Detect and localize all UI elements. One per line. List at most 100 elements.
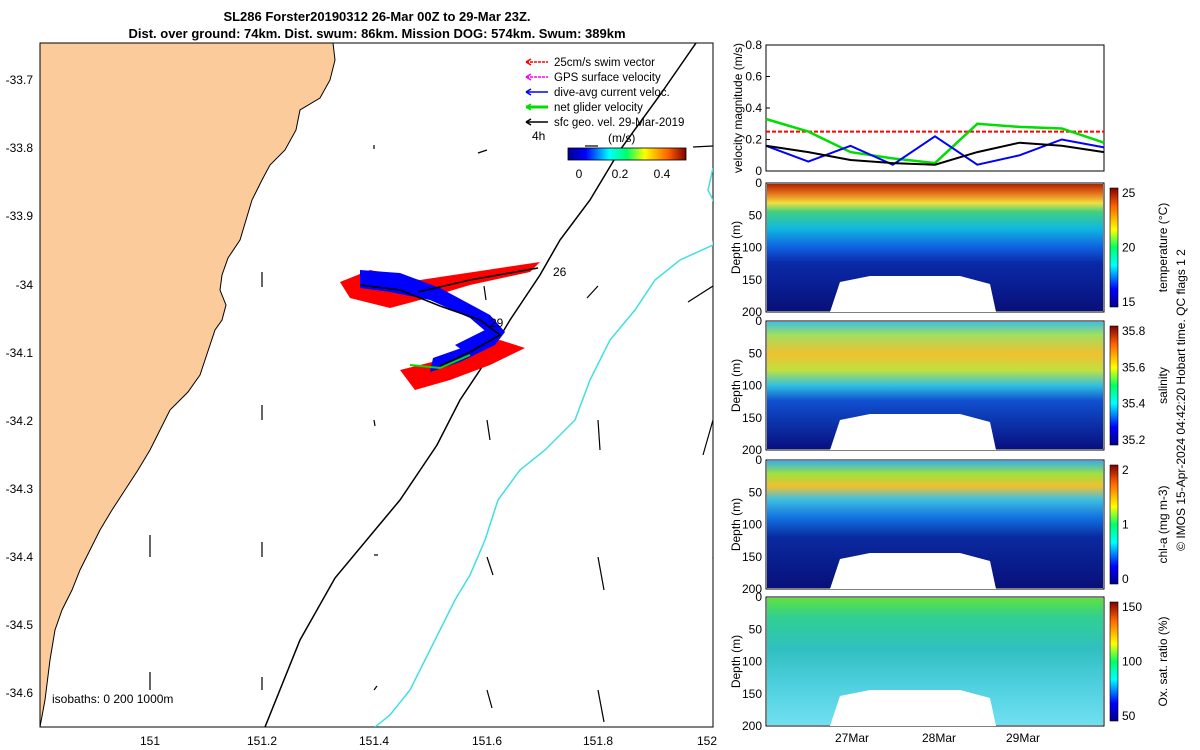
- map-panel: 26 29 isobaths: 0 200 1000m -33.7 -33.8 …: [6, 42, 717, 748]
- geo-arrow: [477, 149, 488, 154]
- map-y-tick: -34.1: [6, 346, 34, 360]
- map-legend: 25cm/s swim vector GPS surface velocity di…: [525, 57, 687, 181]
- time-tick-29mar: 29Mar: [1006, 731, 1040, 745]
- isobath-label: isobaths: 0 200 1000m: [52, 692, 173, 706]
- section-colorbar: [1109, 187, 1119, 308]
- map-y-tick: -34.4: [6, 550, 34, 564]
- section-colorbar: [1109, 325, 1119, 446]
- legend-item-net: net glider velocity: [525, 102, 643, 114]
- colorbar-tick: 0.4: [654, 167, 671, 181]
- no-data-mask: [830, 276, 996, 312]
- interval-label: 4h: [532, 129, 545, 143]
- geo-arrow: [373, 419, 376, 427]
- geo-arrow: [483, 285, 487, 301]
- colorbar-tick: 2: [1122, 463, 1129, 477]
- no-data-mask: [830, 414, 996, 450]
- legend-item-gps: GPS surface velocity: [525, 72, 661, 84]
- depth-tick: 0: [755, 453, 762, 467]
- depth-tick: 150: [742, 411, 762, 425]
- map-y-tick: -34.2: [6, 414, 34, 428]
- velocity-y-tick: 0: [755, 164, 762, 178]
- legend-item-geo: sfc geo. vel. 29-Mar-2019: [525, 117, 684, 129]
- geo-arrow: [597, 419, 601, 451]
- legend-arrowhead: [525, 58, 532, 66]
- map-x-tick: 152: [697, 734, 717, 748]
- depth-tick: 200: [742, 719, 762, 733]
- velocity-y-tick: 0.4: [745, 101, 762, 115]
- depth-tick: 50: [749, 622, 763, 636]
- geo-arrow: [486, 689, 493, 709]
- time-tick-28mar: 28Mar: [922, 731, 956, 745]
- colorbar-tick: 1: [1122, 518, 1129, 532]
- depth-tick: 100: [742, 655, 762, 669]
- depth-tick: 150: [742, 273, 762, 287]
- title-line1: SL286 Forster20190312 26-Mar 00Z to 29-M…: [223, 9, 530, 24]
- legend-arrowhead: [525, 88, 532, 96]
- legend-label: 25cm/s swim vector: [554, 57, 655, 69]
- section-panel-3: 0 50 100 150 200 Depth (m) 2 1 0 chl-a (mg m-3): [729, 453, 1170, 596]
- map-y-tick: -33.8: [6, 141, 34, 155]
- legend-arrowhead: [525, 103, 532, 111]
- map-x-tick: 151.2: [247, 734, 277, 748]
- colorbar-tick: 150: [1122, 600, 1142, 614]
- speed-colorbar: [567, 147, 687, 161]
- geo-arrow: [702, 419, 713, 456]
- geo-arrow: [373, 685, 378, 691]
- depth-ylabel: Depth (m): [729, 498, 743, 551]
- legend-item-dive_avg: dive-avg current veloc.: [525, 87, 670, 99]
- velocity-series-net: [765, 117, 1105, 165]
- colorbar-tick: 15: [1122, 295, 1136, 309]
- map-y-tick: -34.5: [6, 618, 34, 632]
- title-line2: Dist. over ground: 74km. Dist. swum: 86k…: [128, 26, 625, 41]
- swim-vector-band: [340, 262, 540, 390]
- section-colorbar: [1109, 601, 1119, 722]
- geo-arrow: [597, 689, 605, 723]
- depth-tick: 100: [742, 241, 762, 255]
- map-x-tick: 151.8: [583, 734, 613, 748]
- geo-arrow: [486, 556, 494, 576]
- depth-tick: 0: [755, 176, 762, 190]
- velocity-y-tick: 0.6: [745, 70, 762, 84]
- depth-tick: 50: [749, 485, 763, 499]
- depth-tick: 50: [749, 208, 763, 222]
- legend-arrowhead: [525, 118, 532, 126]
- time-axis: 27Mar 28Mar 29Mar: [835, 731, 1040, 745]
- map-y-axis: -33.7 -33.8 -33.9 -34 -34.1 -34.2 -34.3 …: [6, 73, 34, 700]
- no-data-mask: [830, 690, 996, 726]
- dive-avg-band: [360, 270, 505, 372]
- no-data-mask: [830, 553, 996, 589]
- depth-tick: 100: [742, 379, 762, 393]
- velocity-ylabel: velocity magnitude (m/s): [731, 43, 745, 173]
- velocity-frame: [765, 44, 1105, 172]
- colorbar-tick: 50: [1122, 709, 1136, 723]
- day-label-29: 29: [490, 316, 504, 330]
- depth-tick: 200: [742, 443, 762, 457]
- footer-credit: © IMOS 15-Apr-2024 04:42:20 Hobart time.…: [1174, 249, 1188, 551]
- time-tick-27mar: 27Mar: [835, 731, 869, 745]
- colorbar-tick: 35.6: [1122, 360, 1146, 374]
- colorbar-tick: 25: [1122, 186, 1136, 200]
- section-panel-2: 0 50 100 150 200 Depth (m) 35.8 35.6 35.4 35.2 sal…: [729, 314, 1170, 457]
- legend-label: sfc geo. vel. 29-Mar-2019: [554, 117, 684, 129]
- depth-tick: 200: [742, 582, 762, 596]
- depth-tick: 100: [742, 518, 762, 532]
- geo-arrow: [687, 285, 713, 303]
- colorbar-tick: 0: [576, 167, 583, 181]
- colorbar-label: chl-a (mg m-3): [1156, 485, 1170, 563]
- legend-label: dive-avg current veloc.: [554, 87, 670, 99]
- velocity-y-tick: 0.8: [745, 38, 762, 52]
- depth-tick: 150: [742, 687, 762, 701]
- section-colorbar: [1109, 464, 1119, 585]
- land-mass: [40, 43, 336, 727]
- map-y-tick: -34.3: [6, 482, 34, 496]
- depth-tick: 50: [749, 346, 763, 360]
- depth-tick: 0: [755, 314, 762, 328]
- colorbar-label: temperature (°C): [1156, 203, 1170, 293]
- colorbar-tick: 0: [1122, 572, 1129, 586]
- colorbar-tick: 20: [1122, 241, 1136, 255]
- legend-arrowhead: [525, 73, 532, 81]
- colorbar-tick: 100: [1122, 655, 1142, 669]
- colorbar-label: salinity: [1156, 367, 1170, 404]
- map-y-tick: -33.7: [6, 73, 34, 87]
